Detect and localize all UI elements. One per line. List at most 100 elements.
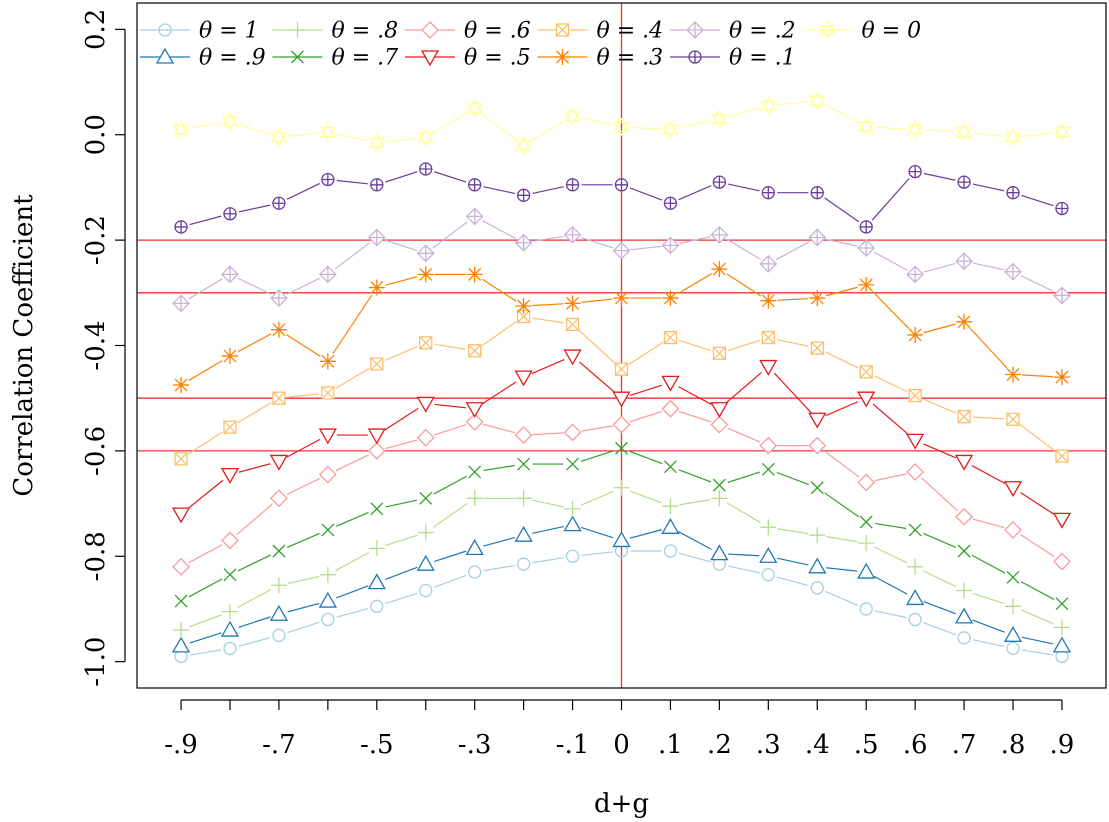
data-point xyxy=(1004,521,1022,539)
data-point xyxy=(221,348,238,365)
data-point xyxy=(468,178,482,192)
series-layer xyxy=(171,91,1072,664)
data-point xyxy=(466,266,483,283)
data-point xyxy=(663,196,678,210)
data-point xyxy=(859,220,873,234)
series-line-segment xyxy=(581,551,613,556)
series-line-segment xyxy=(1021,649,1054,656)
data-point xyxy=(809,527,826,544)
data-point xyxy=(319,122,336,142)
data-point xyxy=(221,531,239,550)
data-point xyxy=(810,186,824,200)
data-point xyxy=(761,330,775,345)
data-point xyxy=(516,188,531,202)
x-axis: -.9 -.7 -.5 -.3 -.1 0 .1 .2 .3 .4 .5 .6 .7 .8 .9 xyxy=(164,699,1074,760)
data-point xyxy=(515,135,532,155)
legend-marker xyxy=(555,23,570,37)
data-point xyxy=(760,292,777,309)
data-point xyxy=(321,386,335,400)
data-point xyxy=(564,106,581,126)
series-line-segment xyxy=(1019,424,1056,452)
data-point xyxy=(516,557,531,571)
series-line-segment xyxy=(1020,275,1055,293)
data-point xyxy=(416,244,435,263)
series-line-segment xyxy=(777,297,809,301)
series-line-segment xyxy=(923,398,957,414)
series-line-segment xyxy=(728,565,760,574)
series-line-segment xyxy=(385,499,418,508)
series-line-segment xyxy=(532,525,564,534)
series-line-segment xyxy=(678,339,711,352)
series-line-segment xyxy=(825,238,858,247)
legend-label: θ = .6 xyxy=(464,19,531,44)
data-point xyxy=(858,535,875,552)
data-point xyxy=(368,133,385,152)
series-line-segment xyxy=(874,610,907,619)
data-point xyxy=(1053,369,1070,386)
series-line-segment xyxy=(678,386,712,405)
series-line-segment xyxy=(679,499,711,506)
data-point xyxy=(612,241,631,260)
series-line-segment xyxy=(237,333,272,353)
data-point xyxy=(174,452,188,466)
series-line-segment xyxy=(385,439,418,450)
data-point xyxy=(1053,286,1071,305)
data-point xyxy=(221,112,239,131)
series-line-segment xyxy=(433,574,467,588)
series-line-segment xyxy=(237,588,272,608)
series-line-segment xyxy=(825,351,859,369)
series-line-segment xyxy=(726,273,762,297)
series-3 xyxy=(174,441,1069,611)
series-line-segment xyxy=(287,132,319,137)
data-point xyxy=(858,276,875,293)
series-line-segment xyxy=(777,100,809,106)
series-line-segment xyxy=(678,410,711,423)
series-line-segment xyxy=(727,339,760,352)
series-line-segment xyxy=(872,290,910,329)
data-point xyxy=(172,294,190,313)
series-line-segment xyxy=(237,277,272,295)
data-point xyxy=(468,465,482,479)
series-line-segment xyxy=(628,341,664,365)
legend-entry: θ = .4 xyxy=(537,19,664,44)
series-line-segment xyxy=(432,221,468,249)
series-line-segment xyxy=(629,410,663,423)
data-point xyxy=(810,341,824,355)
data-point xyxy=(859,365,873,379)
data-point xyxy=(954,607,974,624)
series-line-segment xyxy=(776,576,809,587)
series-line-segment xyxy=(189,632,222,644)
series-line-segment xyxy=(532,432,564,436)
series-line-segment xyxy=(923,262,956,273)
data-point xyxy=(318,265,337,284)
series-line-segment xyxy=(825,401,859,417)
series-line-segment xyxy=(972,132,1005,137)
series-line-segment xyxy=(872,403,909,435)
data-point xyxy=(172,120,190,139)
data-point xyxy=(270,128,288,147)
series-line-segment xyxy=(826,536,858,543)
data-point xyxy=(1052,636,1072,653)
data-point xyxy=(710,225,729,244)
series-line-segment xyxy=(776,557,809,566)
series-line-segment xyxy=(825,590,859,606)
data-point xyxy=(514,233,533,252)
data-point xyxy=(759,254,778,273)
data-point xyxy=(417,266,434,283)
x-tick-label: .6 xyxy=(903,730,928,760)
data-point xyxy=(711,109,728,129)
data-point xyxy=(662,290,679,307)
legend-entry: θ = 1 xyxy=(140,19,259,44)
data-point xyxy=(419,491,433,505)
series-line-segment xyxy=(481,321,517,347)
data-point xyxy=(809,91,826,110)
data-point xyxy=(907,558,924,575)
data-point xyxy=(857,473,876,492)
legend-label: θ = .4 xyxy=(597,19,664,44)
data-point xyxy=(370,178,384,192)
data-point xyxy=(1055,201,1069,216)
legend-label: θ = .8 xyxy=(332,19,399,44)
data-point xyxy=(858,117,875,137)
series-line-segment xyxy=(188,544,223,564)
data-point xyxy=(711,490,728,507)
